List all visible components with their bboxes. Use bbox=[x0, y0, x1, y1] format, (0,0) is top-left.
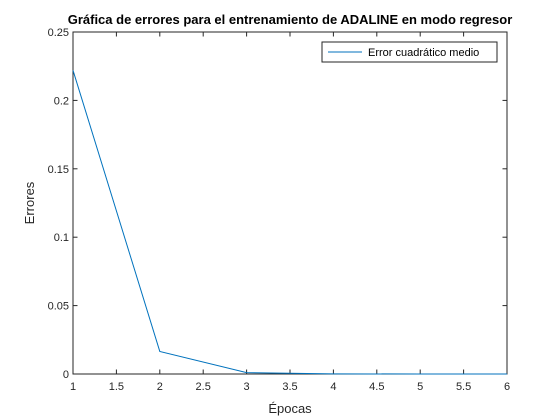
y-axis-label: Errores bbox=[22, 181, 37, 224]
x-tick-label: 2.5 bbox=[196, 381, 211, 393]
y-tick-label: 0.1 bbox=[54, 232, 69, 244]
x-tick-label: 5 bbox=[417, 381, 423, 393]
x-tick-label: 2 bbox=[157, 381, 163, 393]
x-tick-label: 1 bbox=[70, 381, 76, 393]
series-line bbox=[72, 70, 507, 375]
legend-entry: Error cuadrático medio bbox=[368, 47, 479, 59]
y-tick-label: 0 bbox=[63, 369, 69, 381]
x-tick-label: 5.5 bbox=[456, 381, 471, 393]
y-tick-label: 0.25 bbox=[48, 27, 69, 39]
x-tick-label: 6 bbox=[504, 381, 510, 393]
x-tick-label: 3.5 bbox=[282, 381, 297, 393]
legend-box bbox=[321, 41, 498, 63]
y-axis-ticks: 0 0.05 0.1 0.15 0.2 0.25 bbox=[48, 27, 507, 381]
x-tick-label: 1.5 bbox=[109, 381, 124, 393]
y-tick-label: 0.15 bbox=[48, 164, 69, 176]
series-layer bbox=[72, 70, 508, 375]
y-tick-label: 0.05 bbox=[48, 301, 69, 313]
x-axis-label: Épocas bbox=[268, 401, 312, 416]
legend: Error cuadrático medio bbox=[321, 41, 498, 63]
x-tick-label: 3 bbox=[244, 381, 250, 393]
plot-area bbox=[72, 31, 508, 375]
x-axis-ticks: 1 1.5 2 2.5 3 3.5 4 4.5 5 5.5 6 bbox=[70, 32, 510, 393]
x-tick-label: 4 bbox=[330, 381, 336, 393]
x-tick-label: 4.5 bbox=[369, 381, 384, 393]
y-tick-label: 0.2 bbox=[54, 95, 69, 107]
chart-title: Gráfica de errores para el entrenamiento… bbox=[68, 12, 513, 27]
